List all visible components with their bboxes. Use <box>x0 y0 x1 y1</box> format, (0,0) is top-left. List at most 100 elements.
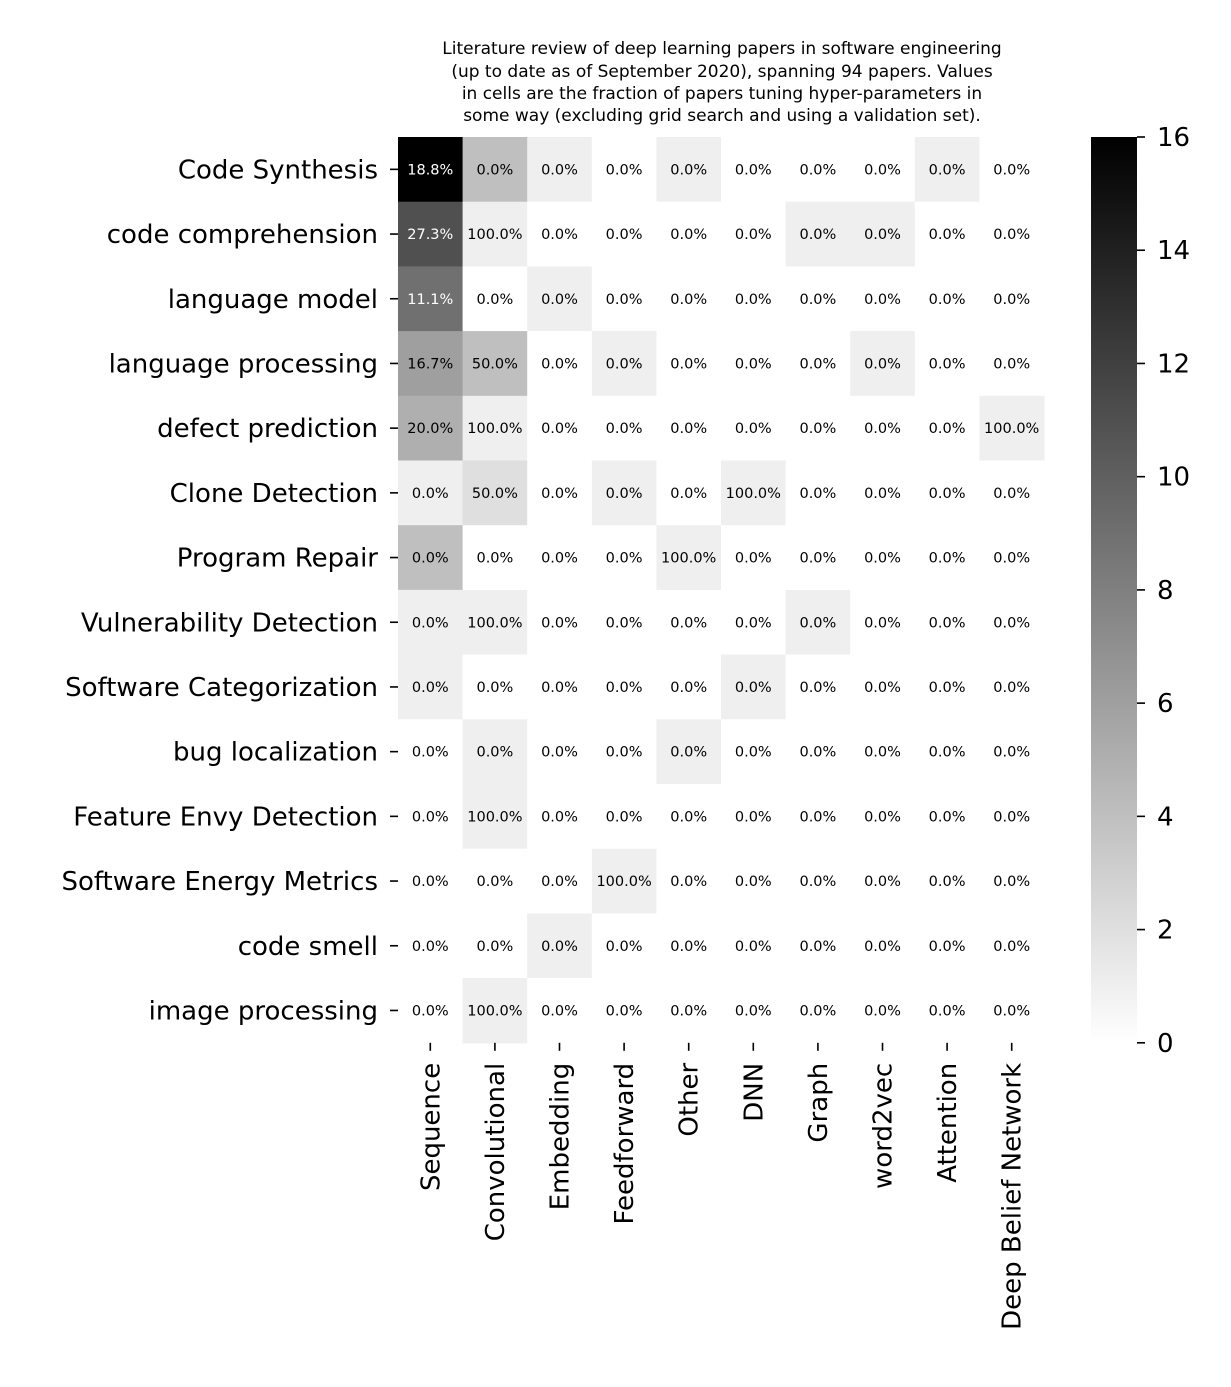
heatmap-cell <box>656 654 722 720</box>
heatmap-cell <box>656 395 722 462</box>
cell-label: 0.0% <box>735 551 772 567</box>
cell-label: 0.0% <box>929 1003 966 1019</box>
heatmap-cell <box>850 331 916 397</box>
chart-title-line-4: some way (excluding grid search and usin… <box>463 106 981 126</box>
heatmap-cell <box>527 395 593 462</box>
heatmap-cell <box>785 978 851 1044</box>
heatmap-cell <box>462 525 528 591</box>
heatmap-cell <box>721 848 787 914</box>
x-tick-label: Deep Belief Network <box>998 1063 1028 1330</box>
heatmap-cell <box>979 266 1045 332</box>
heatmap-cell <box>914 525 980 591</box>
heatmap-cell <box>914 784 980 850</box>
heatmap-cell <box>398 266 464 332</box>
heatmap-cell <box>721 266 787 332</box>
heatmap-cell <box>591 201 657 267</box>
heatmap-cell <box>591 654 657 720</box>
cell-label: 0.0% <box>799 421 836 437</box>
cell-label: 0.0% <box>993 227 1030 243</box>
heatmap-cell <box>398 460 464 526</box>
cell-label: 0.0% <box>476 874 513 890</box>
heatmap-cell <box>462 395 528 462</box>
heatmap-cell <box>914 654 980 720</box>
heatmap-cell <box>785 784 851 850</box>
heatmap-cell <box>850 137 916 203</box>
heatmap-cell <box>398 913 464 979</box>
heatmap-cell <box>656 331 722 397</box>
heatmap-cell <box>785 654 851 720</box>
heatmap-cell <box>656 913 722 979</box>
cell-label: 0.0% <box>735 939 772 955</box>
cell-label: 0.0% <box>735 1003 772 1019</box>
heatmap-cell <box>591 460 657 526</box>
cell-label: 0.0% <box>993 680 1030 696</box>
cell-label: 0.0% <box>606 745 643 761</box>
cell-label: 0.0% <box>993 745 1030 761</box>
y-tick-label: language model <box>168 285 378 315</box>
cell-label: 0.0% <box>929 421 966 437</box>
cell-label: 0.0% <box>476 745 513 761</box>
cell-label: 0.0% <box>735 356 772 372</box>
colorbar: 0 2 4 6 8 10 12 14 16 <box>1091 123 1190 1059</box>
heatmap-cell <box>850 460 916 526</box>
cell-label: 0.0% <box>606 939 643 955</box>
cell-label: 0.0% <box>412 745 449 761</box>
cell-label: 0.0% <box>929 615 966 631</box>
y-tick-label: code smell <box>238 932 378 962</box>
y-tick-label: code comprehension <box>107 220 378 250</box>
cell-label: 50.0% <box>472 486 518 502</box>
heatmap-cell <box>721 589 787 656</box>
cell-label: 0.0% <box>993 939 1030 955</box>
cell-label: 0.0% <box>735 680 772 696</box>
heatmap-cell <box>398 978 464 1044</box>
heatmap-cell <box>398 525 464 591</box>
y-tick-label: Software Categorization <box>65 673 378 703</box>
cell-label: 0.0% <box>799 874 836 890</box>
cell-label: 0.0% <box>799 227 836 243</box>
cell-label: 0.0% <box>864 356 901 372</box>
cell-label: 0.0% <box>993 874 1030 890</box>
y-tick-label: Feature Envy Detection <box>73 802 378 832</box>
cell-label: 0.0% <box>929 809 966 825</box>
cell-label: 0.0% <box>476 162 513 178</box>
heatmap-cell <box>979 460 1045 526</box>
cell-label: 0.0% <box>735 615 772 631</box>
heatmap-cell <box>398 719 464 785</box>
cell-label: 0.0% <box>412 680 449 696</box>
cell-label: 0.0% <box>864 939 901 955</box>
cell-label: 0.0% <box>541 615 578 631</box>
cell-label: 0.0% <box>929 486 966 502</box>
heatmap-cell <box>656 460 722 526</box>
cell-label: 0.0% <box>799 809 836 825</box>
cell-label: 0.0% <box>799 486 836 502</box>
cell-label: 100.0% <box>467 421 522 437</box>
heatmap-cell <box>656 137 722 203</box>
cell-label: 0.0% <box>735 745 772 761</box>
cell-label: 0.0% <box>670 356 707 372</box>
heatmap-cell <box>398 137 464 203</box>
heatmap-cell <box>398 654 464 720</box>
cell-label: 0.0% <box>799 680 836 696</box>
cell-label: 0.0% <box>799 1003 836 1019</box>
cell-label: 0.0% <box>929 680 966 696</box>
cell-label: 0.0% <box>541 292 578 308</box>
heatmap-cell <box>721 201 787 267</box>
heatmap-cell <box>527 848 593 914</box>
heatmap-cell <box>721 525 787 591</box>
cell-label: 0.0% <box>670 1003 707 1019</box>
heatmap-cell <box>656 266 722 332</box>
cell-label: 0.0% <box>670 615 707 631</box>
cell-label: 0.0% <box>541 874 578 890</box>
cell-label: 0.0% <box>606 615 643 631</box>
y-tick-label: language processing <box>109 349 378 379</box>
x-tick-label: Convolutional <box>481 1063 511 1242</box>
cell-label: 0.0% <box>799 615 836 631</box>
heatmap-cell <box>527 137 593 203</box>
cell-label: 0.0% <box>412 874 449 890</box>
cell-label: 0.0% <box>541 356 578 372</box>
heatmap-cell <box>914 978 980 1044</box>
heatmap-cell <box>850 395 916 462</box>
x-axis: Sequence Convolutional Embedding Feedforwar… <box>416 1042 1028 1330</box>
cell-label: 0.0% <box>476 680 513 696</box>
